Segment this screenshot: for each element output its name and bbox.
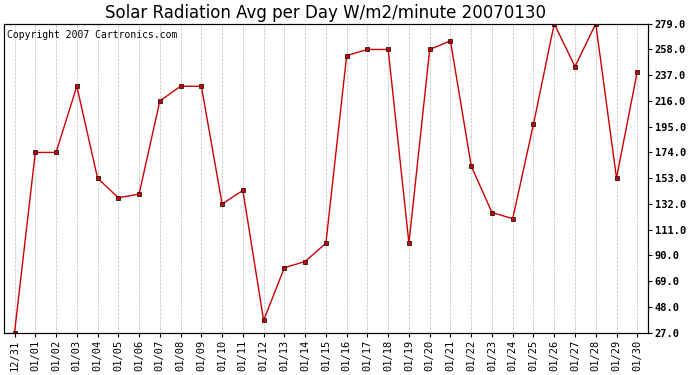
Title: Solar Radiation Avg per Day W/m2/minute 20070130: Solar Radiation Avg per Day W/m2/minute …	[106, 4, 546, 22]
Text: Copyright 2007 Cartronics.com: Copyright 2007 Cartronics.com	[8, 30, 178, 40]
